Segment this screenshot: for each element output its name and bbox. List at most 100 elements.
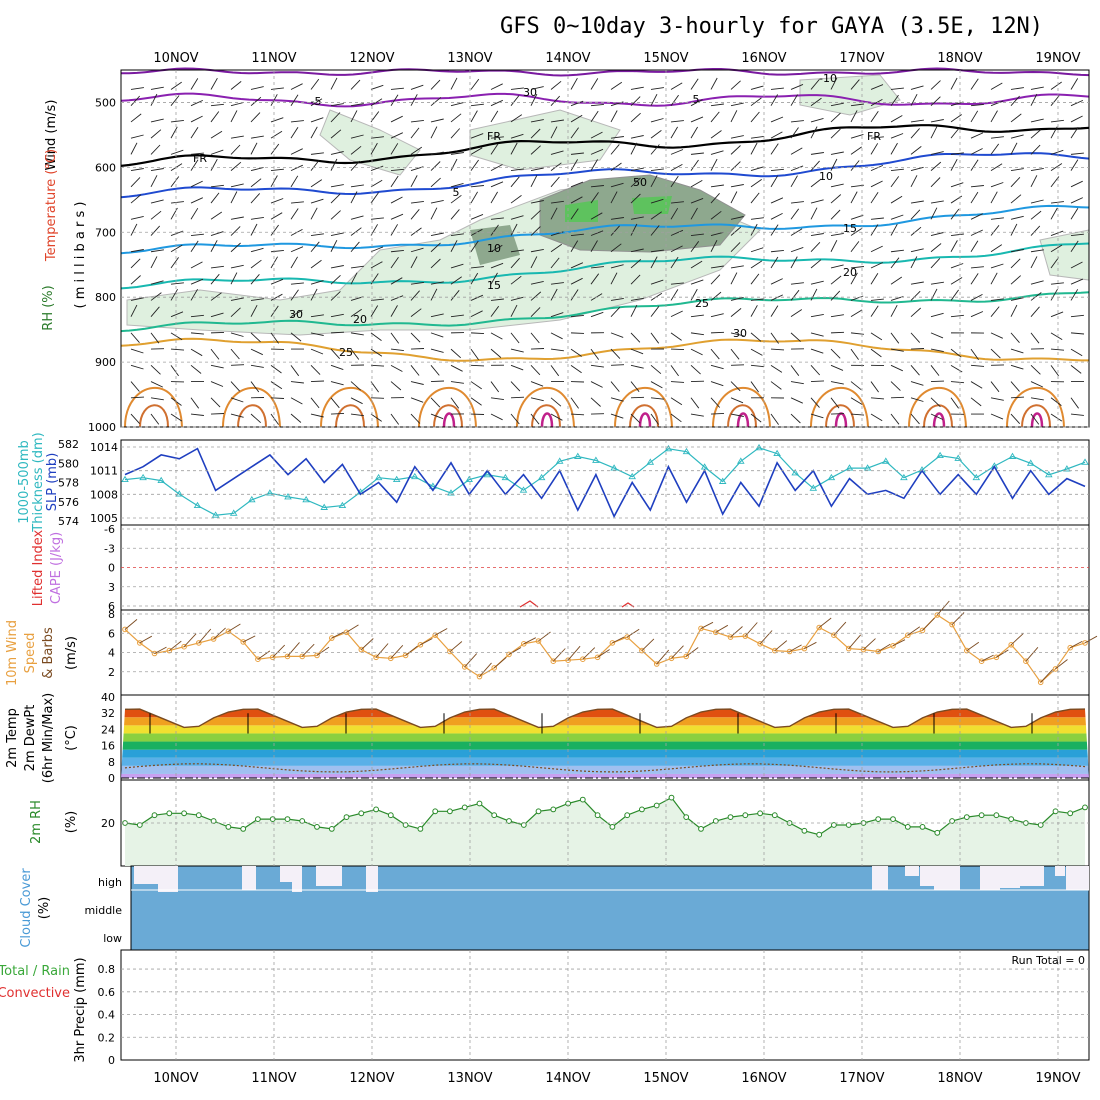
wind10-point [653, 661, 660, 667]
wind-barb [950, 158, 958, 171]
temp2m-label-c: (6hr Min/Max) [41, 693, 56, 783]
wind-barb [310, 198, 324, 204]
wind-barb [510, 95, 520, 106]
rh2m-point [609, 824, 616, 830]
wind-barb [730, 80, 741, 90]
wind-barb [990, 306, 1000, 317]
wind10-point [343, 629, 350, 636]
wind-barb [810, 332, 824, 337]
cloud-gap [905, 866, 919, 876]
wind-barb [210, 397, 221, 408]
wind-barb [850, 348, 859, 360]
wind-barb [630, 96, 641, 107]
wind-barb [870, 305, 879, 317]
wind-barb [670, 397, 683, 406]
wind-barb [450, 381, 464, 384]
wind-barb [1010, 332, 1020, 343]
wind-barb [790, 365, 800, 376]
wind-barb [1030, 86, 1044, 90]
wind-barb [990, 332, 1003, 339]
wind-barb [210, 77, 218, 90]
wind-barb [850, 146, 862, 155]
wind-barb [330, 412, 345, 415]
wind-barb [830, 183, 844, 188]
top-date-label: 16NOV [741, 51, 786, 66]
wind-barb [190, 348, 203, 357]
wind10-barb [981, 654, 994, 662]
thickness-point [302, 495, 310, 503]
wind-barb [1070, 240, 1079, 252]
wind-barb [950, 77, 958, 90]
wind-barb [990, 143, 1000, 155]
wind10-point [993, 654, 1000, 661]
wind-barb [350, 348, 360, 360]
wind-barb [430, 126, 438, 139]
thickness-point [1081, 458, 1089, 465]
wind-barb [970, 397, 982, 407]
wind-barb [270, 332, 279, 344]
wind-barb [1030, 167, 1044, 172]
thickness-point [809, 484, 818, 491]
thickness-point [537, 473, 546, 481]
wind-barb [430, 199, 444, 204]
temp2m-line [124, 708, 1086, 729]
wind-barb [790, 120, 804, 123]
wind-barb [530, 332, 540, 344]
wind-barb [730, 397, 744, 404]
rh2m-point [949, 818, 955, 824]
wind-barb [430, 258, 441, 269]
rh2m-point [1052, 808, 1059, 815]
wind-barb [410, 332, 421, 343]
wind-barb [730, 242, 741, 253]
slp-panel: 582 580 578 576 574 1014 1011 1008 1005 [58, 438, 1090, 528]
wind-barb [870, 110, 879, 123]
wind-barb [370, 136, 384, 139]
top-date-label: 10NOV [153, 51, 198, 66]
wind10-barb [597, 649, 610, 658]
wind10-barb [272, 644, 286, 658]
wind-barb [470, 147, 483, 155]
wind-barb [390, 332, 400, 344]
wind-barb [530, 119, 544, 123]
wind-barb [1030, 381, 1043, 388]
contour-minus10 [121, 67, 1090, 77]
wind-barb [750, 111, 760, 123]
wind-barb [130, 142, 138, 155]
wind10-barb [228, 623, 241, 632]
wind-barb [330, 239, 338, 252]
wind-barb [970, 381, 983, 389]
wind-barb [670, 201, 684, 204]
wind-barb [290, 282, 304, 285]
wind-barb [750, 223, 758, 236]
slp-line [124, 447, 1086, 519]
wind-barb [990, 397, 1004, 401]
wind-barb [410, 290, 420, 301]
wind-barb [450, 364, 463, 372]
wind-barb [750, 142, 758, 155]
wind-barb [690, 288, 698, 301]
wind-barb [1070, 233, 1084, 236]
wind-barb [310, 413, 324, 418]
wind-barb [470, 332, 485, 335]
cape-panel: -6 -3 0 3 6 [104, 523, 1090, 613]
wind-barb [870, 136, 884, 139]
wind-barb [1030, 129, 1042, 139]
lifted-index-label: Lifted Index [31, 529, 46, 606]
rh2m-point [993, 812, 1000, 819]
wind-barb [710, 150, 724, 155]
wind-barb [870, 413, 883, 422]
temp-band [121, 709, 1089, 718]
wind10-barb [671, 645, 684, 659]
wind-barb [170, 207, 178, 220]
wind-barb [830, 348, 841, 359]
wind10-point [210, 636, 217, 642]
thickness-point [574, 452, 582, 459]
wind-barb [430, 79, 441, 90]
wind-barb [430, 207, 438, 220]
wind-barb [1010, 364, 1024, 370]
wind-barb [810, 397, 820, 408]
wind-barb [650, 87, 664, 90]
wind-barb [190, 99, 203, 107]
top-date-label: 12NOV [349, 51, 394, 66]
wind-barb [330, 184, 344, 188]
